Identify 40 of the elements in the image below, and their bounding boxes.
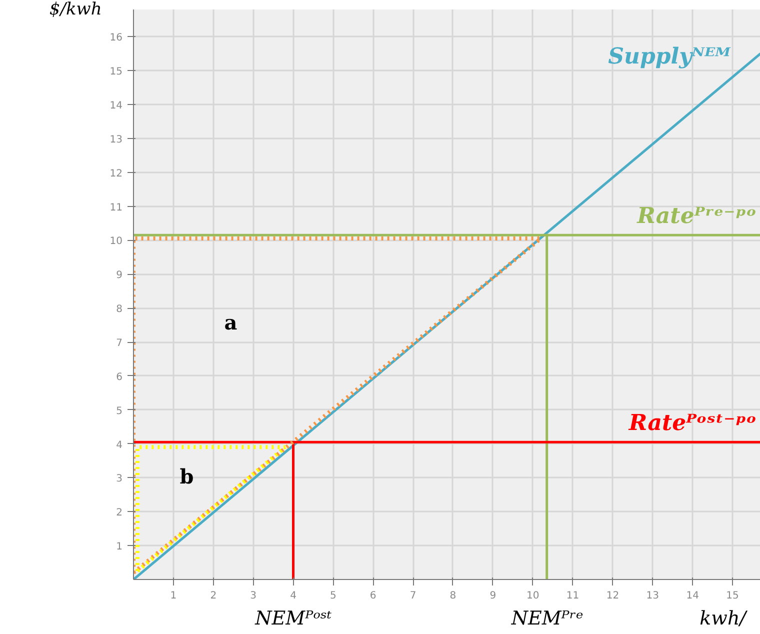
y-tick-label: 10 [110, 236, 123, 248]
y-tick-label: 16 [110, 32, 123, 44]
x-tick-label: 14 [686, 590, 699, 602]
series-label: Rateᴾʳᵉ⁻ᵖᵒ [636, 203, 757, 230]
y-tick-label: 6 [116, 372, 123, 383]
x-tick-label: 10 [526, 590, 540, 602]
annotation: b [180, 464, 194, 488]
x-tick-label: 11 [566, 590, 580, 602]
y-tick-label: 4 [116, 440, 123, 451]
y-tick-label: 9 [116, 270, 123, 282]
x-axis-title: kwh/ [700, 608, 748, 630]
y-tick-label: 7 [116, 338, 123, 349]
x-tick-label: 2 [210, 590, 217, 602]
x-tick-label: 8 [450, 590, 456, 602]
x-tick-label: 6 [370, 590, 376, 602]
x-tick-label: 12 [606, 590, 620, 602]
x-tick-label: 13 [646, 590, 660, 602]
x-tick-label: 7 [410, 590, 416, 602]
x-tick-label: 9 [490, 590, 496, 602]
y-tick-label: 5 [116, 406, 123, 417]
x-tick-label: 1 [170, 590, 177, 602]
y-tick-label: 14 [110, 100, 123, 112]
text: NEMᴾᵒˢᵗ [254, 608, 332, 630]
x-tick-label: 15 [726, 590, 739, 602]
text: NEMᴾʳᵉ [510, 608, 584, 630]
x-tick-label: 5 [330, 590, 336, 602]
y-axis-title: $/kwh [49, 0, 102, 20]
series-label: Rateᴾᵒˢᵗ⁻ᵖᵒ [628, 410, 757, 436]
y-tick-label: 15 [110, 66, 123, 78]
y-tick-label: 2 [116, 508, 123, 519]
y-tick-label: 13 [110, 134, 123, 146]
y-tick-label: 12 [110, 168, 123, 180]
annotation: a [224, 310, 238, 334]
y-tick-label: 8 [116, 304, 123, 316]
series-label: Supplyᴺᴱᴹ [608, 44, 732, 70]
y-tick-label: 1 [116, 542, 123, 553]
y-tick-label: 11 [110, 202, 123, 214]
y-tick-label: 3 [116, 474, 123, 485]
x-tick-label: 4 [290, 590, 296, 602]
x-tick-label: 3 [250, 590, 257, 602]
